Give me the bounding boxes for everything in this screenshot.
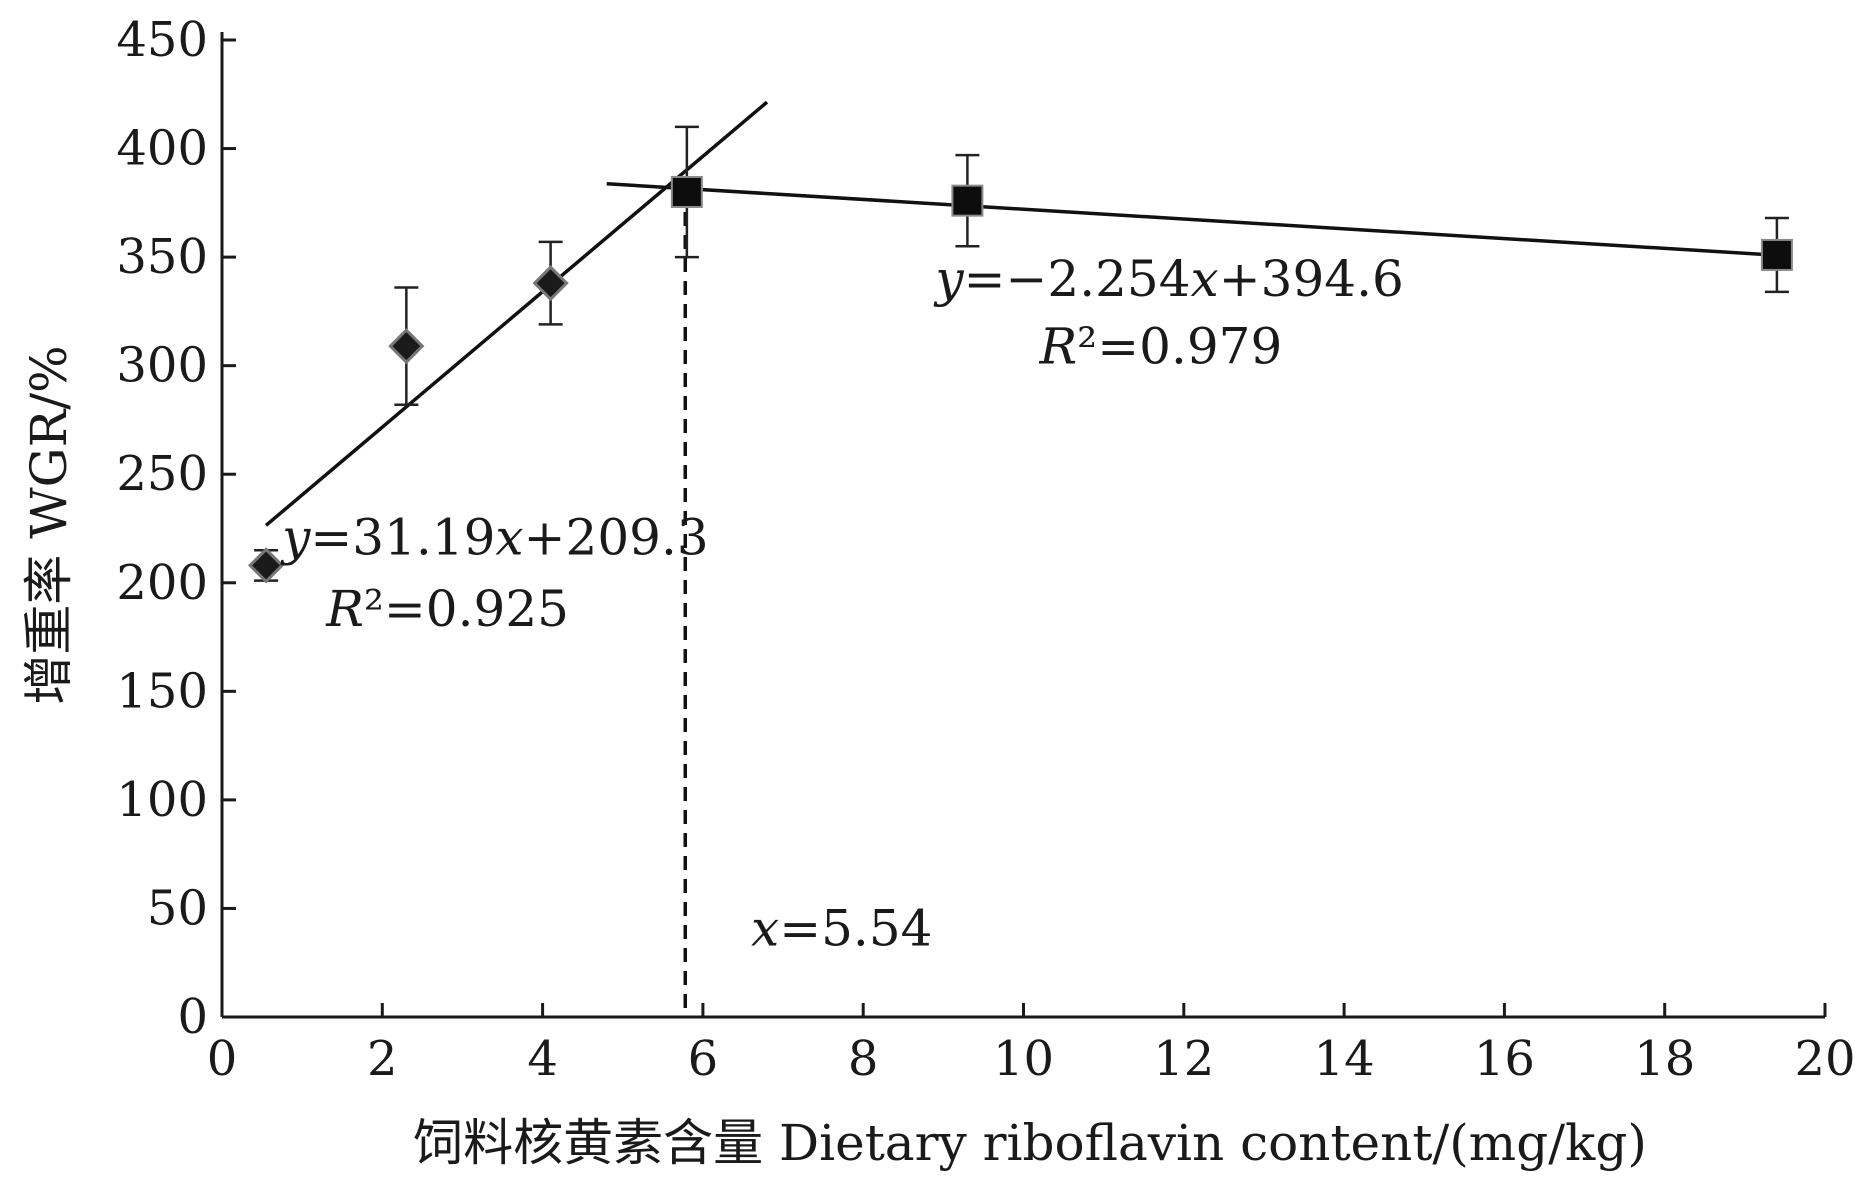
data-point-square [952,186,982,216]
y-tick-label: 350 [116,229,208,285]
x-tick-label: 10 [993,1031,1054,1087]
y-tick-label: 450 [116,12,208,68]
data-point-square [672,177,702,207]
x-tick-label: 16 [1474,1031,1535,1087]
x-tick-label: 20 [1794,1031,1855,1087]
equation-annotation: R²=0.925 [325,580,569,638]
x-tick-label: 0 [207,1031,238,1087]
x-tick-label: 2 [367,1031,398,1087]
x-tick-label: 12 [1153,1031,1214,1087]
data-point-diamond [250,549,282,581]
regression-line [607,184,1777,255]
y-axis-title: 增重率 WGR/% [20,345,78,704]
data-point-diamond [390,330,422,362]
equation-annotation: y=31.19x+209.3 [280,509,709,567]
y-tick-label: 200 [116,555,208,611]
x-axis-title: 饲料核黄素含量 Dietary riboflavin content/(mg/k… [413,1114,1647,1172]
y-tick-label: 100 [116,772,208,828]
data-point-square [1762,240,1792,270]
x-tick-label: 14 [1314,1031,1375,1087]
x-tick-label: 18 [1634,1031,1695,1087]
equation-annotation: y=−2.254x+394.6 [933,250,1403,308]
x-tick-label: 8 [848,1031,879,1087]
y-tick-label: 400 [116,121,208,177]
chart-marks: 0 50 100 150 200 250 300 350 400 450 0 2 4 6 8 10 12 14 16… [116,12,1855,1087]
y-tick-label: 0 [177,989,208,1045]
regression-line [266,102,767,525]
y-tick-label: 50 [147,880,208,936]
equation-annotation: x=5.54 [751,899,932,957]
equation-annotation: R²=0.979 [1039,317,1283,375]
y-tick-label: 150 [116,663,208,719]
x-tick-label: 4 [527,1031,558,1087]
x-tick-label: 6 [688,1031,719,1087]
y-tick-label: 250 [116,446,208,502]
y-tick-label: 300 [116,338,208,394]
